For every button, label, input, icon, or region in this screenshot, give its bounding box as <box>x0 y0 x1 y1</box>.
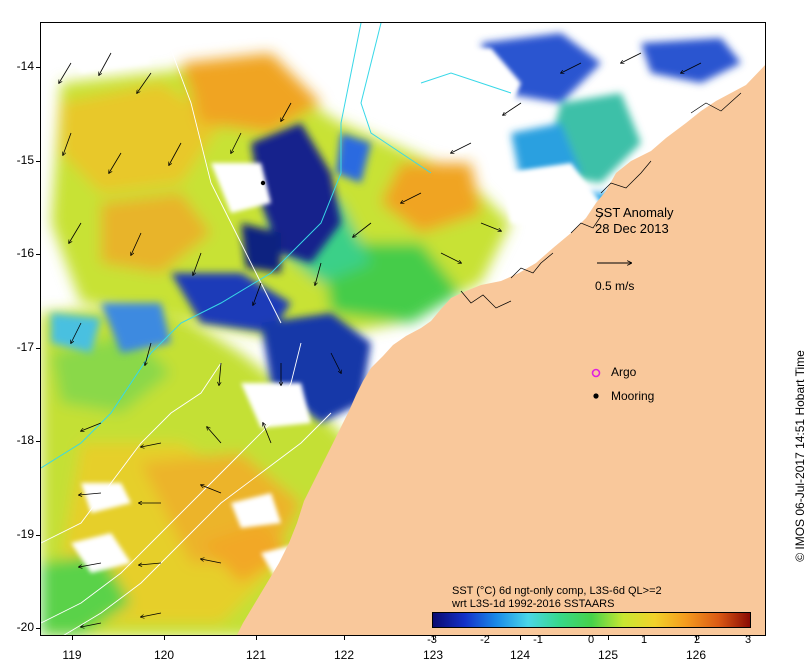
map-canvas <box>41 23 765 635</box>
map-frame: SST Anomaly 28 Dec 2013 0.5 m/s Argo Moo… <box>40 22 766 636</box>
lat-tick <box>36 441 40 442</box>
lat-label-19: -19 <box>16 527 34 541</box>
lon-label-120: 120 <box>153 648 175 662</box>
lon-tick <box>433 636 434 640</box>
lon-label-121: 121 <box>245 648 267 662</box>
colorbar-tick: -2 <box>480 634 490 646</box>
colorbar-tick: -3 <box>427 634 437 646</box>
colorbar-tick: 3 <box>744 634 752 646</box>
colorbar <box>432 612 751 628</box>
lon-label-124: 124 <box>509 648 531 662</box>
land-mass <box>237 65 765 635</box>
colorbar-tick: -1 <box>533 634 543 646</box>
map-title: SST Anomaly <box>595 205 674 220</box>
lon-label-123: 123 <box>422 648 444 662</box>
lat-label-17: -17 <box>16 340 34 354</box>
caption-line-1: SST (°C) 6d ngt-only comp, L3S-6d QL>=2 <box>452 585 662 597</box>
sst-anomaly-field <box>41 33 741 635</box>
bathymetry-lines <box>41 23 512 469</box>
argo-marker <box>591 368 601 378</box>
mooring-label: Mooring <box>611 389 655 403</box>
lon-label-122: 122 <box>333 648 355 662</box>
mooring-site <box>260 180 266 186</box>
lon-tick <box>256 636 257 640</box>
lon-label-126: 126 <box>685 648 707 662</box>
lon-tick <box>696 636 697 640</box>
mooring-marker <box>593 393 599 399</box>
lon-tick <box>520 636 521 640</box>
scale-vector-label: 0.5 m/s <box>595 279 635 293</box>
lat-tick <box>36 161 40 162</box>
map-date: 28 Dec 2013 <box>595 221 669 236</box>
lat-tick <box>36 535 40 536</box>
lat-tick <box>36 254 40 255</box>
imos-credit: © IMOS 06-Jul-2017 14:51 Hobart Time <box>793 350 807 562</box>
lon-tick <box>164 636 165 640</box>
lat-label-18: -18 <box>16 433 34 447</box>
lat-label-16: -16 <box>16 246 34 260</box>
coastline-islands <box>460 92 742 309</box>
sst-contours <box>41 23 332 635</box>
lat-tick <box>36 628 40 629</box>
colorbar-tick: 0 <box>587 634 595 646</box>
colorbar-tick: 1 <box>640 634 648 646</box>
caption-line-2: wrt L3S-1d 1992-2016 SSTAARS <box>452 598 615 610</box>
argo-label: Argo <box>611 365 637 379</box>
lon-tick <box>72 636 73 640</box>
lat-tick <box>36 348 40 349</box>
lat-label-20: -20 <box>16 620 34 634</box>
lat-tick <box>36 67 40 68</box>
lat-label-14: -14 <box>16 59 34 73</box>
current-vectors <box>59 52 702 627</box>
lat-label-15: -15 <box>16 153 34 167</box>
colorbar-tick: 2 <box>693 634 701 646</box>
lon-tick <box>608 636 609 640</box>
lon-tick <box>344 636 345 640</box>
lon-label-119: 119 <box>62 648 82 662</box>
lon-label-125: 125 <box>597 648 619 662</box>
